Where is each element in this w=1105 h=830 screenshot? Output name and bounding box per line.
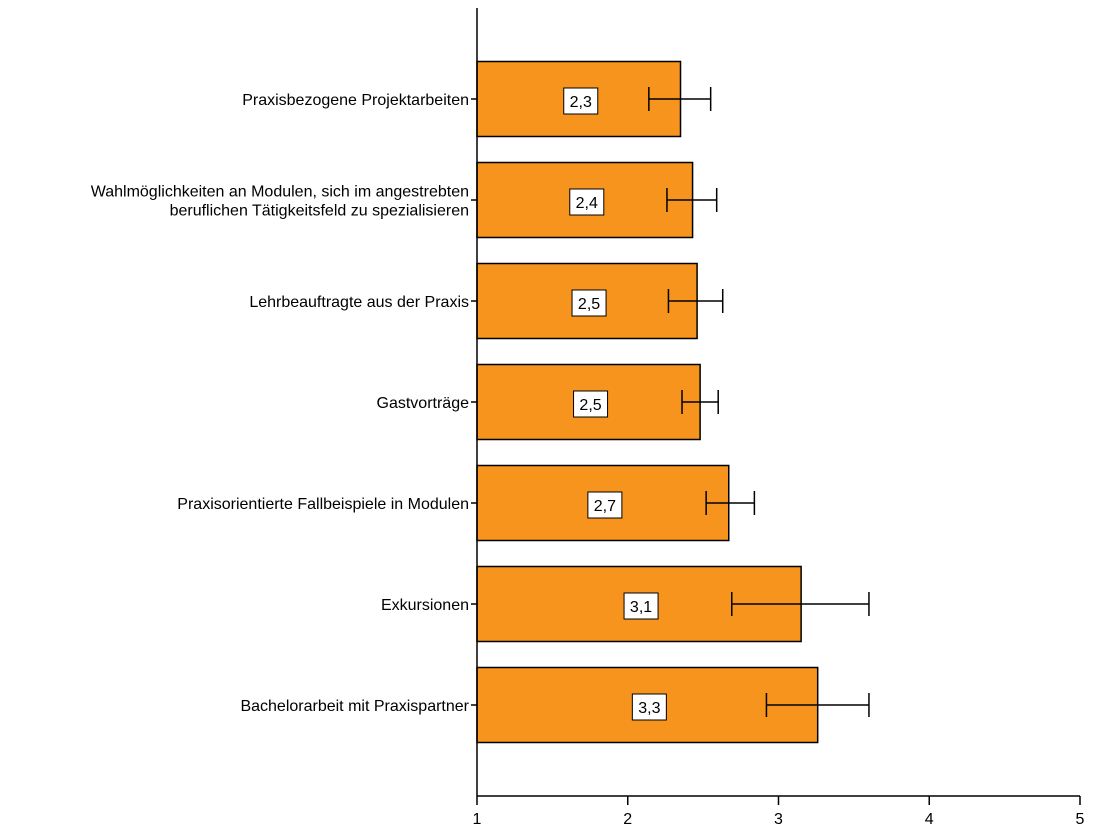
error-bar <box>765 693 870 717</box>
data-label-box <box>587 491 623 519</box>
data-label: 2,4 <box>576 195 598 212</box>
data-label: 2,5 <box>579 397 601 414</box>
error-bars-layer <box>648 87 870 717</box>
data-label: 3,3 <box>638 700 660 717</box>
category-label: Lehrbeauftragte aus der Praxis <box>249 294 469 311</box>
x-tick-label: 4 <box>925 811 934 828</box>
bars-layer <box>476 60 819 744</box>
x-tick-label: 5 <box>1076 811 1085 828</box>
data-label: 2,7 <box>594 498 616 515</box>
data-label: 2,5 <box>578 296 600 313</box>
category-label: Wahlmöglichkeiten an Modulen, sich im an… <box>91 184 469 220</box>
category-label: Praxisorientierte Fallbeispiele in Modul… <box>177 496 469 513</box>
category-labels-layer: Praxisbezogene Projektarbeiten Wahlmöglic… <box>91 92 470 715</box>
error-bar <box>667 289 724 313</box>
error-bar <box>681 390 719 414</box>
data-label-box <box>571 289 607 317</box>
data-label-box <box>623 592 659 620</box>
data-label-box <box>563 87 599 115</box>
data-label-box <box>631 693 667 721</box>
category-label: Praxisbezogene Projektarbeiten <box>242 92 469 109</box>
error-bar <box>705 491 756 515</box>
data-label-box <box>569 188 605 216</box>
data-label-box <box>573 390 609 418</box>
x-tick-label: 1 <box>473 811 482 828</box>
error-bar <box>648 87 712 111</box>
category-label: Bachelorarbeit mit Praxispartner <box>240 698 469 715</box>
x-tick-label: 3 <box>774 811 783 828</box>
data-label: 2,3 <box>570 94 592 111</box>
axes-layer: 1 2 3 4 5 <box>471 8 1085 828</box>
value-labels-layer: 2,3 2,4 2,5 2,5 2,7 3,1 3,3 <box>563 87 667 721</box>
x-tick-label: 2 <box>623 811 632 828</box>
error-bar <box>666 188 718 212</box>
error-bar <box>731 592 870 616</box>
data-label: 3,1 <box>630 599 652 616</box>
category-label: Exkursionen <box>381 597 469 614</box>
category-label: Gastvorträge <box>377 395 470 412</box>
